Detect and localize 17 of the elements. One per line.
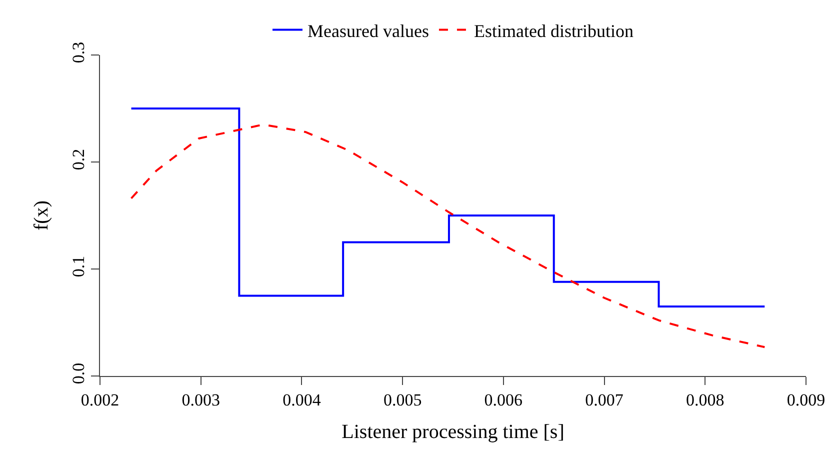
x-tick-label: 0.008 [686,390,724,410]
legend-label: Estimated distribution [474,20,634,41]
y-axis-title: f(x) [30,200,53,230]
x-tick-label: 0.007 [585,390,624,410]
x-tick-label: 0.005 [383,390,422,410]
line-series [130,124,766,348]
x-axis-title: Listener processing time [s] [342,420,564,443]
x-tick-label: 0.004 [282,390,322,410]
y-tick-label: 0.1 [69,256,88,278]
x-tick-label: 0.002 [80,390,120,410]
y-tick-label: 0.3 [69,42,88,64]
legend-label: Measured values [308,20,429,41]
x-tick-label: 0.003 [182,390,220,410]
x-tick-label: 0.006 [484,390,523,410]
x-tick-label: 0.009 [786,390,826,410]
y-tick-label: 0.2 [69,148,88,170]
y-tick-label: 0.0 [69,362,88,384]
